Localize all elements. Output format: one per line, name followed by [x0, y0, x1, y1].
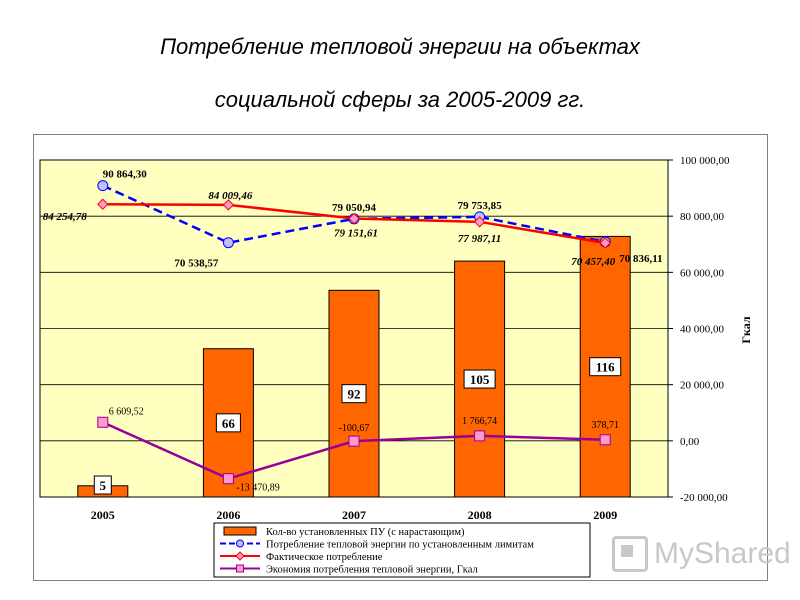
- limit-point: [222, 237, 234, 249]
- x-tick-label: 2007: [342, 508, 366, 522]
- watermark-icon: [612, 536, 648, 572]
- limit-data-label: 79 753,85: [458, 200, 503, 212]
- saving-point: [348, 435, 360, 447]
- limit-data-label: 79 050,94: [332, 202, 377, 214]
- y-tick-label: -20 000,00: [680, 492, 728, 504]
- legend-entry-label: Фактическое потребление: [266, 552, 383, 563]
- saving-data-label: 378,71: [591, 420, 619, 431]
- legend-box: [213, 522, 591, 578]
- saving-data-label: -13 470,89: [236, 483, 279, 494]
- saving-point: [599, 434, 611, 446]
- limit-data-label: 90 864,30: [103, 169, 148, 181]
- legend-marker: [235, 551, 245, 561]
- limit-data-label: 70 836,11: [619, 253, 662, 265]
- bar-label-box: [93, 475, 112, 495]
- bar-label: 66: [222, 416, 236, 431]
- y-tick-label: 100 000,00: [680, 155, 730, 167]
- actual-point: [97, 198, 109, 210]
- actual-data-label: 79 151,61: [334, 228, 378, 240]
- saving-data-label: 6 609,52: [109, 406, 144, 417]
- y-tick-label: 40 000,00: [680, 324, 725, 336]
- saving-point: [97, 416, 109, 428]
- bar-label-box: [463, 369, 496, 389]
- x-tick-label: 2009: [593, 508, 617, 522]
- chart-title-line-1: Потребление тепловой энергии на объектах: [160, 34, 640, 59]
- actual-point: [599, 237, 611, 249]
- y-axis-title: Гкал: [739, 316, 753, 343]
- x-tick-label: 2005: [91, 508, 115, 522]
- actual-data-label: 84 254,78: [43, 211, 88, 223]
- saving-data-label: -100,67: [339, 423, 370, 434]
- saving-point: [222, 473, 234, 485]
- saving-data-label: 1 766,74: [462, 416, 497, 427]
- bar-label: 105: [470, 372, 490, 387]
- saving-point: [474, 430, 486, 442]
- actual-data-label: 77 987,11: [458, 233, 501, 245]
- y-tick-label: 60 000,00: [680, 267, 725, 279]
- legend-marker: [236, 564, 244, 573]
- actual-data-label: 84 009,46: [208, 190, 253, 202]
- limit-line: [102, 184, 606, 245]
- y-tick-label: 20 000,00: [680, 380, 725, 392]
- legend-entry-label: Кол-во установленных ПУ (с нарастающим): [266, 527, 465, 538]
- x-tick-label: 2008: [468, 508, 492, 522]
- bar-label-box: [215, 413, 241, 433]
- y-tick-label: 80 000,00: [680, 211, 725, 223]
- watermark-text: MyShared: [654, 537, 791, 570]
- legend-marker: [236, 539, 244, 548]
- limit-point: [97, 180, 109, 192]
- actual-point: [473, 216, 486, 228]
- x-tick-label: 2006: [216, 508, 240, 522]
- chart-title-line-2: социальной сферы за 2005-2009 гг.: [214, 87, 586, 112]
- y-tick-label: 0,00: [680, 436, 700, 448]
- actual-point: [222, 199, 235, 211]
- legend-entry-label: Экономия потребления тепловой энергии, Г…: [266, 565, 478, 576]
- bar-label-box: [589, 357, 622, 377]
- actual-point: [348, 212, 360, 225]
- legend-swatch-bar: [223, 526, 257, 536]
- actual-data-label: 70 457,40: [571, 256, 616, 268]
- limit-data-label: 70 538,57: [174, 258, 219, 270]
- watermark: MyShared: [612, 536, 791, 572]
- bar-label: 5: [100, 478, 107, 493]
- bar-label: 92: [348, 387, 361, 402]
- bar-label: 116: [596, 360, 615, 375]
- legend-entry-label: Потребление тепловой энергии по установл…: [266, 540, 534, 551]
- bar-label-box: [341, 384, 367, 404]
